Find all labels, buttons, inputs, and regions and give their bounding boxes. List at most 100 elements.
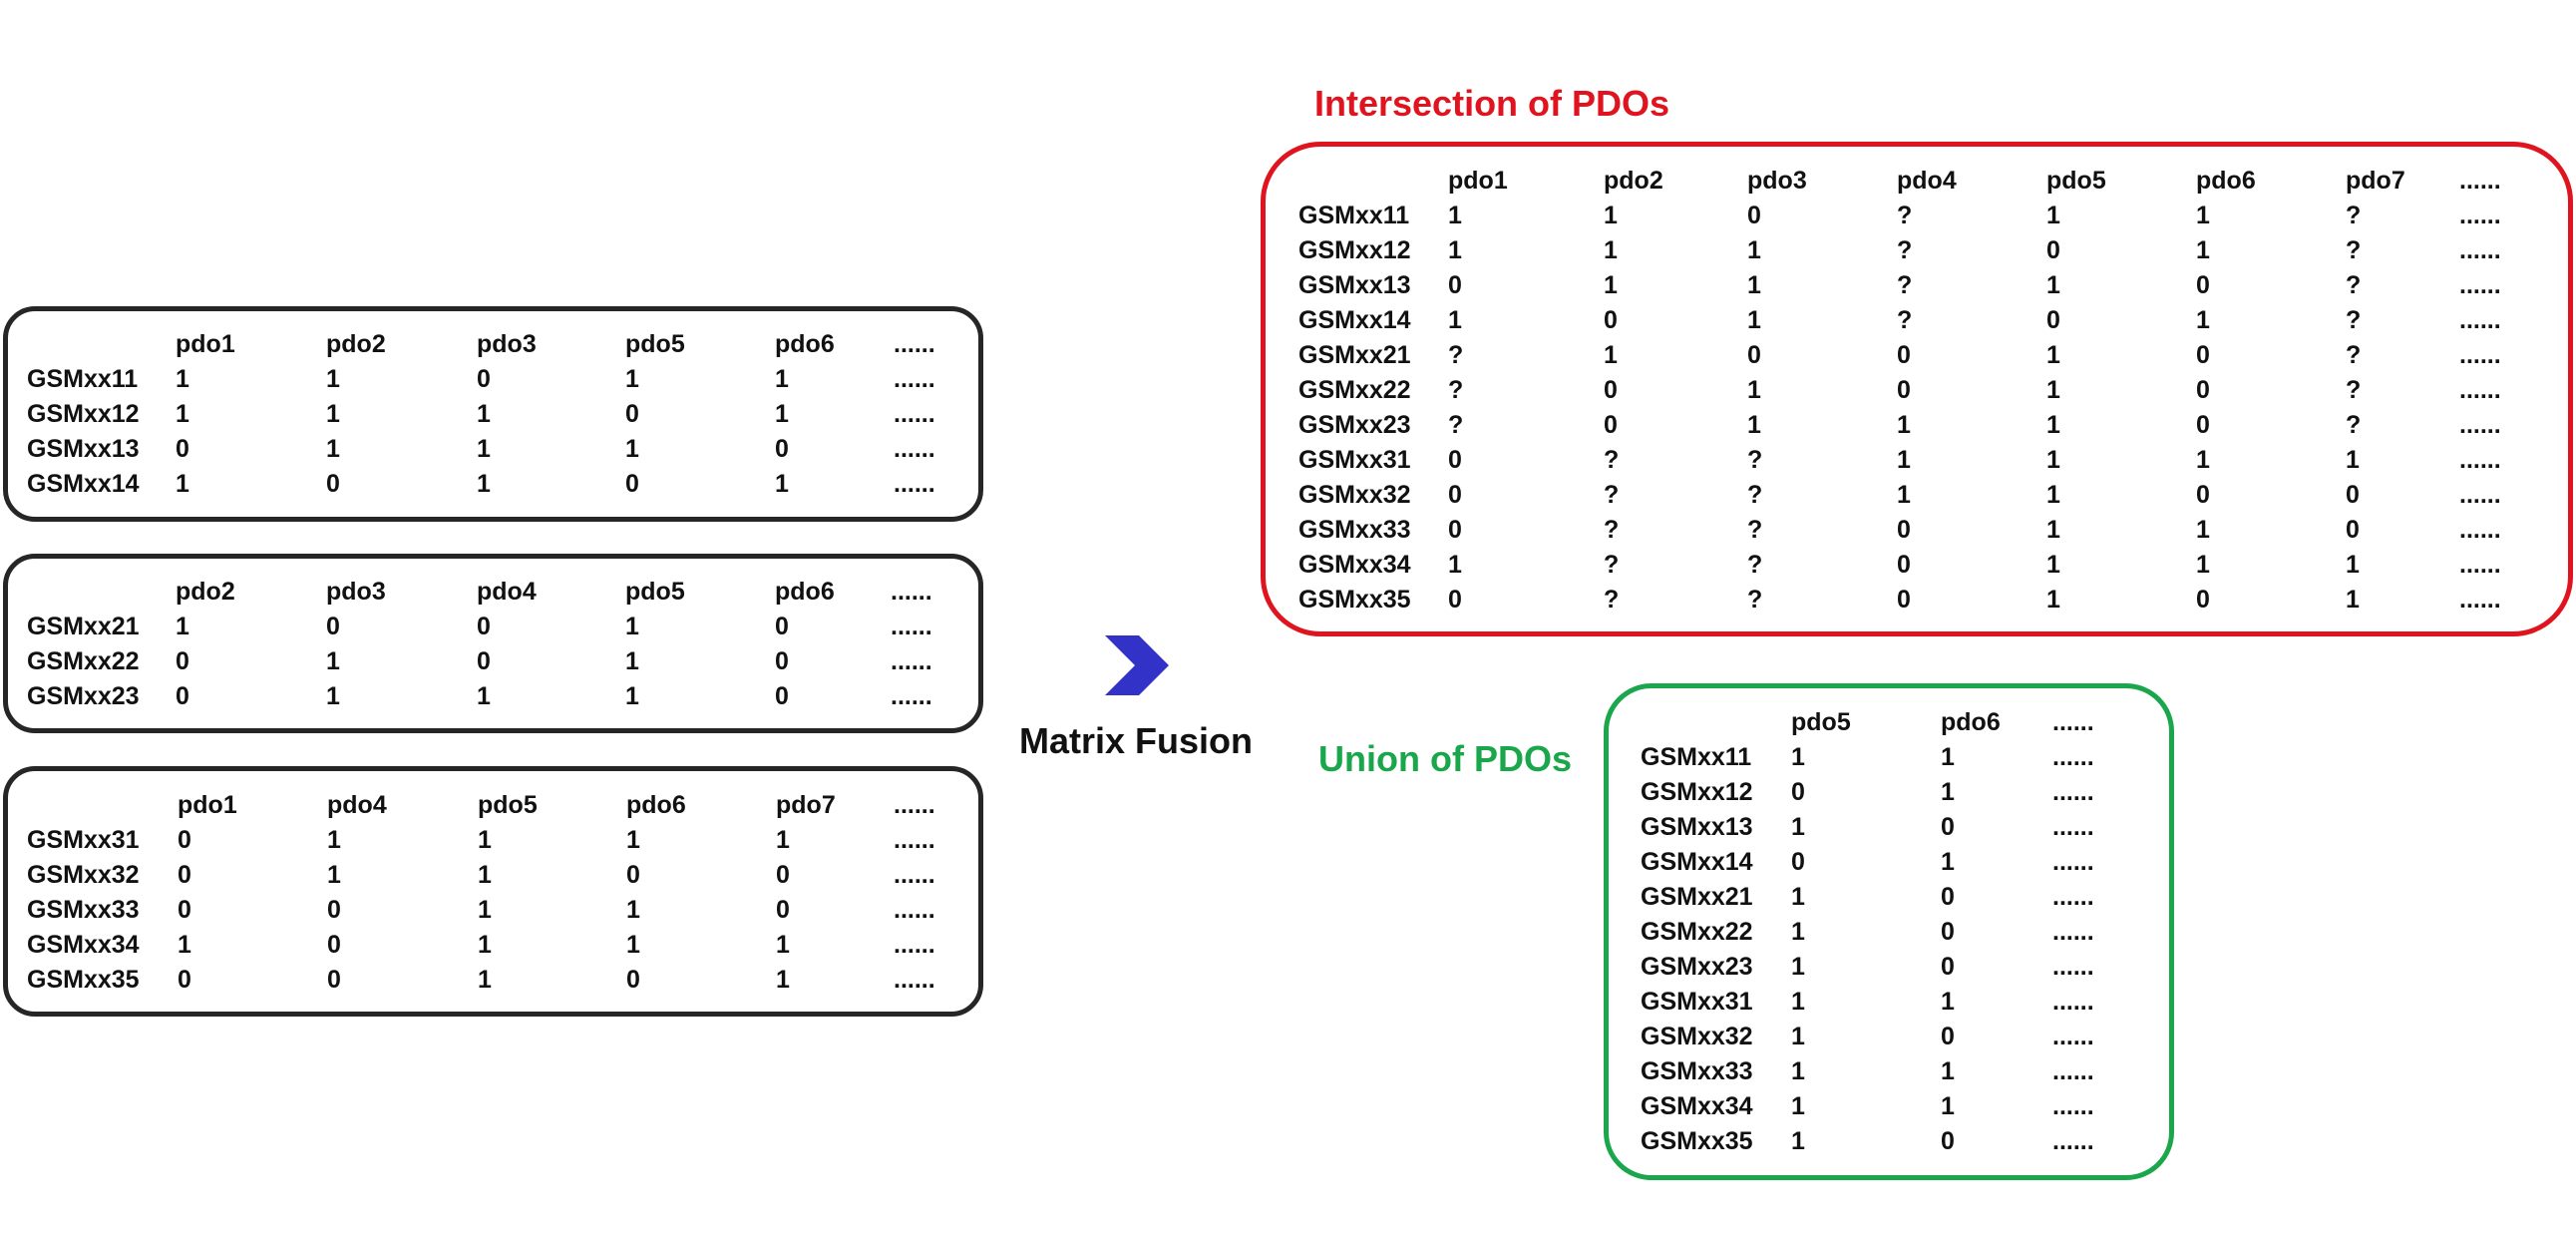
matrix-cell: 1 (1604, 271, 1618, 299)
matrix-cell: 1 (1747, 306, 1761, 334)
matrix-cell: 0 (1897, 551, 1911, 579)
matrix-cell: 1 (1747, 411, 1761, 439)
matrix-cell: ...... (2052, 848, 2094, 876)
row-label: GSMxx14 (27, 470, 140, 498)
intersection-label: Intersection of PDOs (1314, 83, 1670, 124)
matrix-cell: ...... (894, 931, 935, 959)
matrix-cell: 1 (176, 400, 189, 428)
matrix-cell: 1 (2196, 306, 2210, 334)
matrix-cell: 0 (1897, 516, 1911, 544)
matrix-cell: ...... (2459, 516, 2501, 544)
matrix-cell: 0 (1941, 953, 1955, 981)
column-header: pdo6 (1941, 708, 2001, 736)
row-label: GSMxx34 (27, 931, 140, 959)
matrix-cell: 0 (1897, 376, 1911, 404)
matrix-cell: 1 (1791, 1057, 1805, 1085)
row-label: GSMxx14 (1298, 306, 1411, 334)
matrix-cell: 0 (477, 613, 491, 640)
matrix-cell: 0 (775, 613, 789, 640)
matrix-cell: ...... (2459, 446, 2501, 474)
column-header: pdo3 (1747, 167, 1807, 195)
matrix-cell: 0 (1448, 271, 1462, 299)
matrix-cell: 1 (2046, 202, 2060, 229)
matrix-cell: 1 (1941, 743, 1955, 771)
matrix-cell: ? (2346, 376, 2362, 404)
column-header: pdo2 (1604, 167, 1663, 195)
matrix-cell: ...... (2459, 271, 2501, 299)
matrix-cell: ...... (894, 896, 935, 924)
matrix-cell: 1 (2046, 411, 2060, 439)
row-label: GSMxx35 (1641, 1127, 1753, 1155)
matrix-cell: 0 (775, 682, 789, 710)
matrix-cell: 1 (1897, 446, 1911, 474)
matrix-cell: 0 (1941, 1127, 1955, 1155)
matrix-cell: 0 (176, 647, 189, 675)
column-header: pdo2 (326, 330, 386, 358)
matrix-cell: 1 (2046, 341, 2060, 369)
matrix-cell: ...... (891, 647, 932, 675)
matrix-cell: 1 (1747, 376, 1761, 404)
matrix-cell: 0 (2196, 271, 2210, 299)
row-label: GSMxx11 (27, 365, 139, 393)
column-header: pdo5 (625, 578, 685, 606)
column-header: pdo1 (1448, 167, 1508, 195)
matrix-cell: 0 (2046, 306, 2060, 334)
matrix-cell: ? (2346, 271, 2362, 299)
matrix-cell: 1 (178, 931, 191, 959)
matrix-cell: ? (1897, 236, 1913, 264)
column-header: ...... (2052, 708, 2094, 736)
matrix-cell: 1 (176, 470, 189, 498)
matrix-cell: 0 (2196, 376, 2210, 404)
matrix-cell: ? (2346, 236, 2362, 264)
column-header: ...... (894, 791, 935, 819)
row-label: GSMxx34 (1641, 1092, 1753, 1120)
column-header: pdo3 (326, 578, 386, 606)
matrix-cell: 1 (1791, 953, 1805, 981)
matrix-cell: 1 (625, 682, 639, 710)
matrix-cell: 1 (775, 365, 789, 393)
matrix-cell: 1 (176, 365, 189, 393)
row-label: GSMxx14 (1641, 848, 1753, 876)
matrix-cell: 0 (1941, 918, 1955, 946)
matrix-cell: 1 (477, 470, 491, 498)
matrix-cell: 1 (2046, 481, 2060, 509)
matrix-cell: 0 (2346, 481, 2360, 509)
matrix-cell: 1 (1941, 848, 1955, 876)
column-header: pdo2 (176, 578, 235, 606)
matrix-cell: 0 (326, 470, 340, 498)
matrix-cell: ? (1604, 586, 1620, 614)
matrix-cell: 0 (327, 931, 341, 959)
matrix-cell: 0 (625, 400, 639, 428)
matrix-cell: ...... (2459, 586, 2501, 614)
matrix-cell: 0 (1791, 848, 1805, 876)
column-header: ...... (891, 578, 932, 606)
row-label: GSMxx22 (1641, 918, 1753, 946)
row-label: GSMxx33 (1298, 516, 1411, 544)
matrix-cell: 0 (625, 470, 639, 498)
matrix-cell: ...... (894, 400, 935, 428)
matrix-cell: 1 (1897, 411, 1911, 439)
matrix-cell: ? (2346, 411, 2362, 439)
row-label: GSMxx13 (27, 435, 140, 463)
matrix-cell: 0 (327, 896, 341, 924)
matrix-cell: 1 (327, 826, 341, 854)
matrix-cell: 0 (477, 647, 491, 675)
row-label: GSMxx35 (27, 966, 140, 994)
matrix-cell: ...... (2052, 988, 2094, 1016)
matrix-cell: 0 (2196, 341, 2210, 369)
matrix-cell: 1 (2046, 586, 2060, 614)
row-label: GSMxx31 (27, 826, 140, 854)
matrix-cell: 1 (776, 966, 790, 994)
matrix-cell: ? (1747, 481, 1763, 509)
matrix-cell: 1 (1791, 883, 1805, 911)
matrix-cell: ...... (2459, 376, 2501, 404)
matrix-cell: ? (1747, 586, 1763, 614)
matrix-cell: 0 (178, 826, 191, 854)
matrix-cell: ...... (2052, 918, 2094, 946)
matrix-cell: 1 (2046, 516, 2060, 544)
row-label: GSMxx21 (1298, 341, 1411, 369)
column-header: pdo6 (626, 791, 686, 819)
matrix-cell: ? (1604, 481, 1620, 509)
matrix-cell: 0 (2196, 481, 2210, 509)
matrix-cell: 0 (776, 861, 790, 889)
